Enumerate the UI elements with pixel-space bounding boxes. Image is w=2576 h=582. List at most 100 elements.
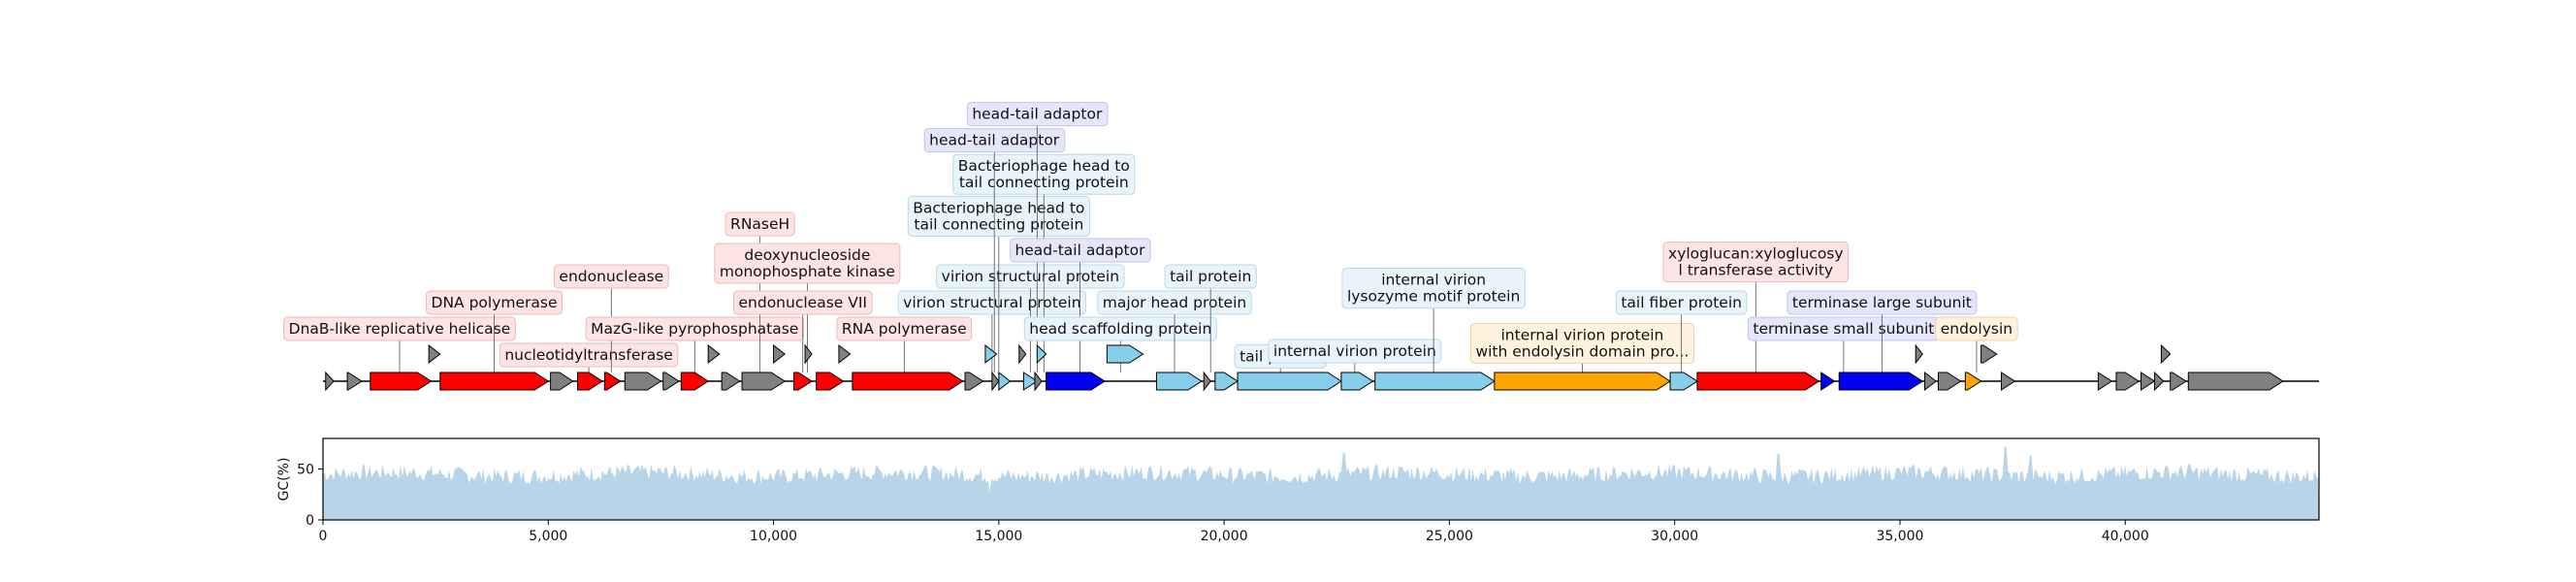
- annotation-24: xyloglucan:xyloglucosy l transferase acti…: [1662, 242, 1850, 372]
- annotation-box-2: [499, 342, 679, 368]
- gc-x-tick-label-0: 0: [319, 529, 328, 544]
- annotation-label-line: tail connecting protein: [914, 215, 1083, 233]
- annotation-box-8: [836, 316, 973, 341]
- annotation-label-line: RNaseH: [730, 215, 789, 233]
- gc-x-tick-label-5: 25,000: [1426, 529, 1473, 544]
- annotation-label-line: major head protein: [1103, 294, 1246, 311]
- gene-feature-49: [2141, 372, 2156, 391]
- gene-feature-17: [816, 372, 845, 391]
- annotation-label-9: virion structural protein: [903, 294, 1080, 311]
- annotation-label-line: deoxynucleoside: [744, 246, 870, 264]
- gene-feature-9: [662, 372, 680, 391]
- annotation-label-line: DNA polymerase: [432, 294, 558, 311]
- gene-feature-19: [852, 372, 964, 391]
- gene-feature-43: [1937, 372, 1962, 391]
- annotation-label-line: lysozyme motif protein: [1347, 288, 1520, 306]
- annotation-21: internal virion lysozyme motif protein: [1341, 268, 1526, 372]
- annotation-label-line: internal virion: [1381, 272, 1486, 289]
- gc-x-tick-label-6: 30,000: [1651, 529, 1698, 544]
- gene-feature-48: [2115, 372, 2141, 391]
- gc-plot-frame: [322, 437, 2320, 521]
- annotation-label-26: terminase large subunit: [1792, 294, 1972, 311]
- annotation-15: head-tail adaptor: [1009, 238, 1151, 372]
- annotation-box-10: [936, 264, 1125, 289]
- gene-feature-31: [1203, 371, 1211, 392]
- annotation-box-0: [283, 316, 516, 341]
- gene-feature-38: [1696, 372, 1820, 391]
- annotation-label-21: internal virion lysozyme motif protein: [1347, 272, 1520, 306]
- gene-feature-16: [804, 343, 813, 365]
- annotation-label-0: DnaB-like replicative helicase: [289, 320, 511, 338]
- annotation-label-11: Bacteriophage head to tail connecting pro…: [913, 199, 1084, 233]
- gene-feature-29: [1106, 344, 1144, 364]
- gc-x-tick-label-4: 20,000: [1201, 529, 1248, 544]
- annotation-label-line: Bacteriophage head to: [913, 199, 1084, 216]
- gene-feature-33: [1237, 372, 1342, 391]
- annotation-label-line: MazG-like pyrophosphatase: [591, 320, 798, 338]
- annotation-16: head scaffolding protein: [1023, 316, 1217, 372]
- annotation-label-line: endolysin: [1941, 320, 2012, 338]
- gene-feature-42: [1924, 371, 1937, 392]
- annotation-box-23: [1615, 290, 1748, 315]
- annotation-box-12: [952, 153, 1136, 195]
- gene-feature-13: [741, 372, 787, 391]
- annotation-label-27: endolysin: [1941, 320, 2012, 338]
- annotation-label-14: head-tail adaptor: [972, 106, 1103, 123]
- annotation-label-line: terminase large subunit: [1792, 294, 1972, 311]
- annotation-box-7: [733, 290, 873, 315]
- gene-feature-28: [1046, 372, 1106, 391]
- annotation-14: head-tail adaptor: [966, 102, 1109, 372]
- gc-content-plot: GC(%) 0 50 0 5,000 10,000 15,000 20,000 25,000 3…: [276, 437, 2320, 544]
- annotation-label-3: endonuclease: [559, 268, 663, 285]
- annotation-label-8: RNA polymerase: [842, 320, 967, 338]
- annotation-box-15: [1009, 238, 1151, 263]
- gene-feature-37: [1669, 372, 1698, 391]
- gene-feature-45: [1980, 344, 1998, 364]
- gene-feature-34: [1340, 372, 1374, 391]
- gene-feature-1: [346, 372, 363, 391]
- annotation-6: deoxynucleoside monophosphate kinase: [714, 242, 901, 372]
- annotation-label-line: virion structural protein: [903, 294, 1080, 311]
- annotation-label-6: deoxynucleoside monophosphate kinase: [720, 246, 895, 280]
- annotation-label-line: monophosphate kinase: [720, 263, 895, 280]
- annotation-25: terminase small subunit: [1747, 316, 1940, 372]
- gene-feature-21: [984, 343, 998, 365]
- annotation-box-4: [585, 316, 804, 341]
- annotation-label-17: major head protein: [1103, 294, 1246, 311]
- annotation-label-line: head-tail adaptor: [929, 132, 1060, 149]
- gene-feature-20: [964, 372, 984, 391]
- annotation-box-18: [1164, 264, 1257, 289]
- gene-feature-51: [2160, 343, 2172, 365]
- annotation-box-3: [553, 264, 669, 289]
- annotation-label-16: head scaffolding protein: [1029, 320, 1211, 338]
- annotation-5: RNaseH: [724, 211, 795, 372]
- annotation-23: tail fiber protein: [1615, 290, 1748, 372]
- gene-feature-12: [721, 372, 741, 391]
- annotation-box-20: [1268, 339, 1442, 364]
- annotation-9: virion structural protein: [897, 290, 1087, 372]
- annotation-label-1: DNA polymerase: [432, 294, 558, 311]
- annotation-label-4: MazG-like pyrophosphatase: [591, 320, 798, 338]
- annotation-27: endolysin: [1935, 316, 2018, 372]
- annotation-label-2: nucleotidyltransferase: [504, 346, 673, 364]
- annotation-label-line: xyloglucan:xyloglucosy: [1668, 245, 1844, 263]
- annotation-label-13: head-tail adaptor: [929, 132, 1060, 149]
- annotation-18: tail protein: [1164, 264, 1257, 372]
- annotation-2: nucleotidyltransferase: [499, 342, 679, 372]
- annotation-box-22: [1469, 322, 1694, 364]
- gc-x-tick-label-2: 10,000: [750, 529, 797, 544]
- gene-feature-3: [428, 343, 441, 365]
- annotation-13: head-tail adaptor: [923, 128, 1066, 372]
- annotation-label-7: endonuclease VII: [739, 294, 867, 311]
- annotation-7: endonuclease VII: [733, 290, 873, 372]
- gene-feature-27: [1036, 343, 1047, 365]
- annotation-3: endonuclease: [553, 264, 669, 372]
- annotation-label-line: Bacteriophage head to: [958, 157, 1130, 175]
- annotation-label-line: head scaffolding protein: [1029, 320, 1211, 338]
- gene-feature-8: [624, 372, 662, 391]
- annotation-label-line: internal virion protein: [1500, 326, 1663, 343]
- gene-feature-14: [773, 343, 786, 365]
- gene-feature-40: [1838, 372, 1924, 391]
- annotation-label-line: head-tail adaptor: [1014, 242, 1145, 259]
